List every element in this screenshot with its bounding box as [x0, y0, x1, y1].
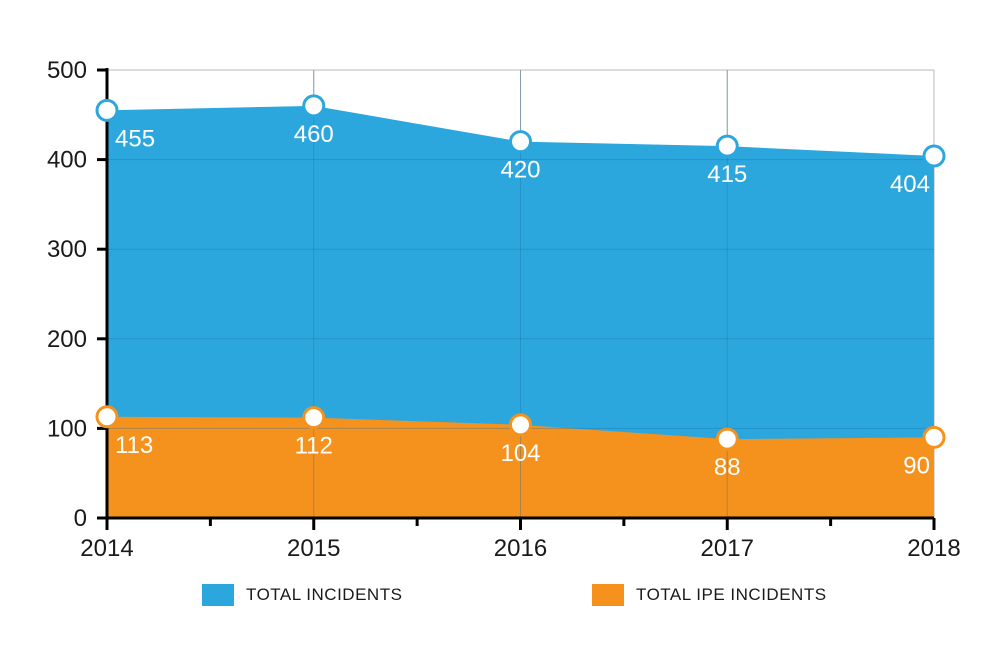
y-tick-label-100: 100 — [47, 415, 87, 442]
x-tick-label-2015: 2015 — [287, 535, 340, 562]
data-labels: 455 460 420 415 404 113 112 104 88 90 — [115, 121, 930, 481]
axes — [97, 68, 936, 530]
marker-series-1-2017 — [715, 134, 739, 158]
marker-series-2-2014 — [95, 405, 119, 429]
data-label-series-2-2015: 112 — [295, 433, 333, 460]
x-tick-label-2017: 2017 — [701, 535, 754, 562]
marker-series-1-2014 — [95, 98, 119, 122]
marker-series-1-2016 — [509, 130, 532, 154]
legend-item-total-incidents: TOTAL INCIDENTS — [202, 582, 402, 608]
data-label-series-2-2016: 104 — [500, 440, 540, 467]
x-tick-label-2016: 2016 — [494, 535, 547, 562]
data-markers — [95, 94, 946, 451]
tick-labels: 0 100 200 300 400 500 2014 2015 2016 2017 2018 — [47, 57, 961, 562]
y-tick-label-300: 300 — [47, 236, 87, 263]
marker-series-2-2017 — [715, 427, 739, 451]
data-label-series-1-2015: 460 — [294, 121, 334, 148]
data-label-series-1-2016: 420 — [500, 157, 540, 184]
marker-series-2-2016 — [509, 413, 532, 437]
marker-series-1-2018 — [922, 144, 946, 168]
data-label-series-1-2017: 415 — [707, 161, 747, 188]
data-label-series-1-2018: 404 — [890, 171, 930, 198]
y-tick-label-500: 500 — [47, 57, 87, 84]
data-label-series-1-2014: 455 — [115, 125, 155, 152]
legend-label-total-incidents: TOTAL INCIDENTS — [246, 585, 403, 604]
y-tick-label-200: 200 — [47, 326, 87, 353]
y-tick-label-0: 0 — [74, 505, 87, 532]
x-tick-label-2014: 2014 — [80, 535, 133, 562]
marker-series-2-2018 — [922, 425, 946, 449]
marker-series-2-2015 — [302, 406, 326, 430]
legend-swatch-total-incidents — [202, 584, 234, 606]
x-tick-label-2018: 2018 — [907, 535, 960, 562]
legend-label-total-ipe-incidents: TOTAL IPE INCIDENTS — [636, 585, 827, 604]
y-tick-label-400: 400 — [47, 147, 87, 174]
marker-series-1-2015 — [302, 94, 326, 118]
data-label-series-2-2018: 90 — [903, 452, 930, 479]
data-label-series-2-2014: 113 — [115, 432, 153, 459]
legend-swatch-total-ipe-incidents — [592, 584, 624, 606]
legend-item-total-ipe-incidents: TOTAL IPE INCIDENTS — [592, 582, 827, 608]
data-label-series-2-2017: 88 — [714, 454, 741, 481]
